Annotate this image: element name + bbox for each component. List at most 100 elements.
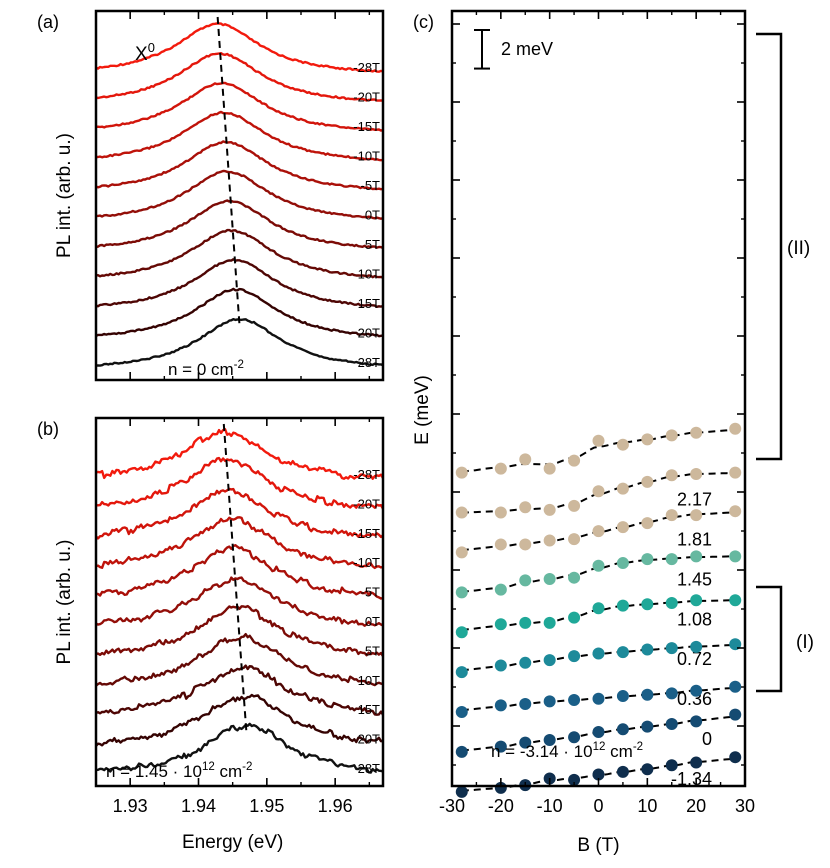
x-tick-label: 30 bbox=[735, 796, 755, 816]
data-point bbox=[568, 454, 581, 467]
series-label: -20T bbox=[353, 90, 380, 105]
data-point bbox=[616, 646, 629, 659]
density-label: 2.17 bbox=[677, 490, 712, 510]
density-note: n = 0 cm-2 bbox=[168, 359, 244, 379]
data-point bbox=[690, 509, 703, 522]
density-note-part: cm bbox=[215, 762, 242, 781]
spectrum-line bbox=[95, 693, 384, 747]
density-note-part: -2 bbox=[633, 741, 643, 753]
data-point bbox=[665, 553, 678, 566]
x-tick-label: -10 bbox=[537, 796, 563, 816]
series-label: 15T bbox=[358, 702, 380, 717]
data-point bbox=[568, 611, 581, 624]
spectrum-line bbox=[95, 664, 385, 716]
data-point bbox=[641, 517, 654, 530]
data-point bbox=[616, 521, 629, 534]
density-label: 1.81 bbox=[677, 530, 712, 550]
x-tick-label: 0 bbox=[593, 796, 603, 816]
data-point bbox=[543, 695, 556, 708]
data-point bbox=[568, 571, 581, 584]
data-point bbox=[592, 525, 605, 538]
x-axis-label: Energy (eV) bbox=[182, 832, 283, 853]
spectrum-line bbox=[95, 52, 384, 102]
spectrum-line bbox=[95, 199, 384, 250]
data-point bbox=[519, 453, 532, 466]
data-point bbox=[592, 602, 605, 615]
data-point bbox=[641, 598, 654, 611]
data-point bbox=[690, 467, 703, 480]
series-label: 20T bbox=[358, 326, 380, 341]
series-label: 0T bbox=[365, 208, 380, 223]
data-point bbox=[494, 618, 507, 631]
density-note: n = 1.45 · 1012 cm-2 bbox=[106, 761, 252, 781]
data-point bbox=[519, 616, 532, 629]
data-point bbox=[729, 680, 742, 693]
density-label: 1.45 bbox=[677, 569, 712, 589]
panel-title-part: 0 bbox=[148, 40, 155, 55]
data-point bbox=[729, 550, 742, 563]
data-point bbox=[455, 506, 468, 519]
series-label: -15T bbox=[353, 526, 380, 541]
peak-shift-dashed-line bbox=[216, 16, 241, 326]
data-point bbox=[729, 638, 742, 651]
x-tick-label: 1.95 bbox=[249, 796, 284, 816]
data-point bbox=[690, 715, 703, 728]
data-point bbox=[568, 773, 581, 786]
data-point bbox=[568, 533, 581, 546]
data-point bbox=[729, 466, 742, 479]
axes-frame bbox=[94, 9, 385, 382]
series-label: -10T bbox=[353, 149, 380, 164]
data-point bbox=[690, 756, 703, 769]
series-label: -5T bbox=[361, 178, 381, 193]
data-point bbox=[455, 546, 468, 559]
series-label: 5T bbox=[365, 643, 380, 658]
data-point bbox=[665, 596, 678, 609]
density-note-part: 12 bbox=[593, 741, 606, 753]
density-label: 0.36 bbox=[677, 689, 712, 709]
data-point bbox=[592, 485, 605, 498]
x-tick-label: 1.96 bbox=[318, 796, 353, 816]
spectrum-line bbox=[95, 81, 384, 132]
data-point bbox=[641, 720, 654, 733]
data-point bbox=[616, 690, 629, 703]
fit-dashed-line bbox=[461, 472, 736, 514]
series-label: -15T bbox=[353, 119, 380, 134]
series-label: 10T bbox=[358, 267, 380, 282]
data-point bbox=[729, 505, 742, 518]
spectrum-line bbox=[95, 228, 384, 279]
data-point bbox=[690, 640, 703, 653]
panel-label: (b) bbox=[37, 419, 59, 439]
spectrum-line bbox=[95, 287, 384, 338]
density-label: 1.08 bbox=[677, 609, 712, 629]
data-point bbox=[729, 422, 742, 435]
data-point bbox=[543, 573, 556, 586]
peak-shift-dashed-line bbox=[222, 423, 248, 732]
bracket-upper bbox=[756, 32, 783, 461]
series-label: -20T bbox=[353, 496, 380, 511]
density-note-part: n = 1.45 · 10 bbox=[106, 762, 202, 781]
data-point bbox=[455, 586, 468, 599]
data-point bbox=[494, 462, 507, 475]
density-note-part: -2 bbox=[242, 761, 252, 773]
data-point bbox=[543, 654, 556, 667]
data-point bbox=[455, 706, 468, 719]
spectrum-line bbox=[95, 456, 385, 510]
spectrum-line bbox=[95, 110, 384, 162]
data-point bbox=[665, 469, 678, 482]
x-tick-label: 20 bbox=[686, 796, 706, 816]
data-point bbox=[665, 687, 678, 700]
data-point bbox=[455, 666, 468, 679]
bracket-label-upper: (II) bbox=[787, 238, 810, 259]
data-point bbox=[616, 438, 629, 451]
data-point bbox=[616, 557, 629, 570]
fit-dashed-line bbox=[461, 555, 736, 593]
x-tick-label: -30 bbox=[439, 796, 465, 816]
data-point bbox=[592, 692, 605, 705]
data-point bbox=[616, 482, 629, 495]
data-point bbox=[665, 642, 678, 655]
series-label: 20T bbox=[358, 732, 380, 747]
data-point bbox=[494, 659, 507, 672]
axes-frame bbox=[450, 9, 747, 788]
density-label: -1.34 bbox=[671, 769, 712, 789]
